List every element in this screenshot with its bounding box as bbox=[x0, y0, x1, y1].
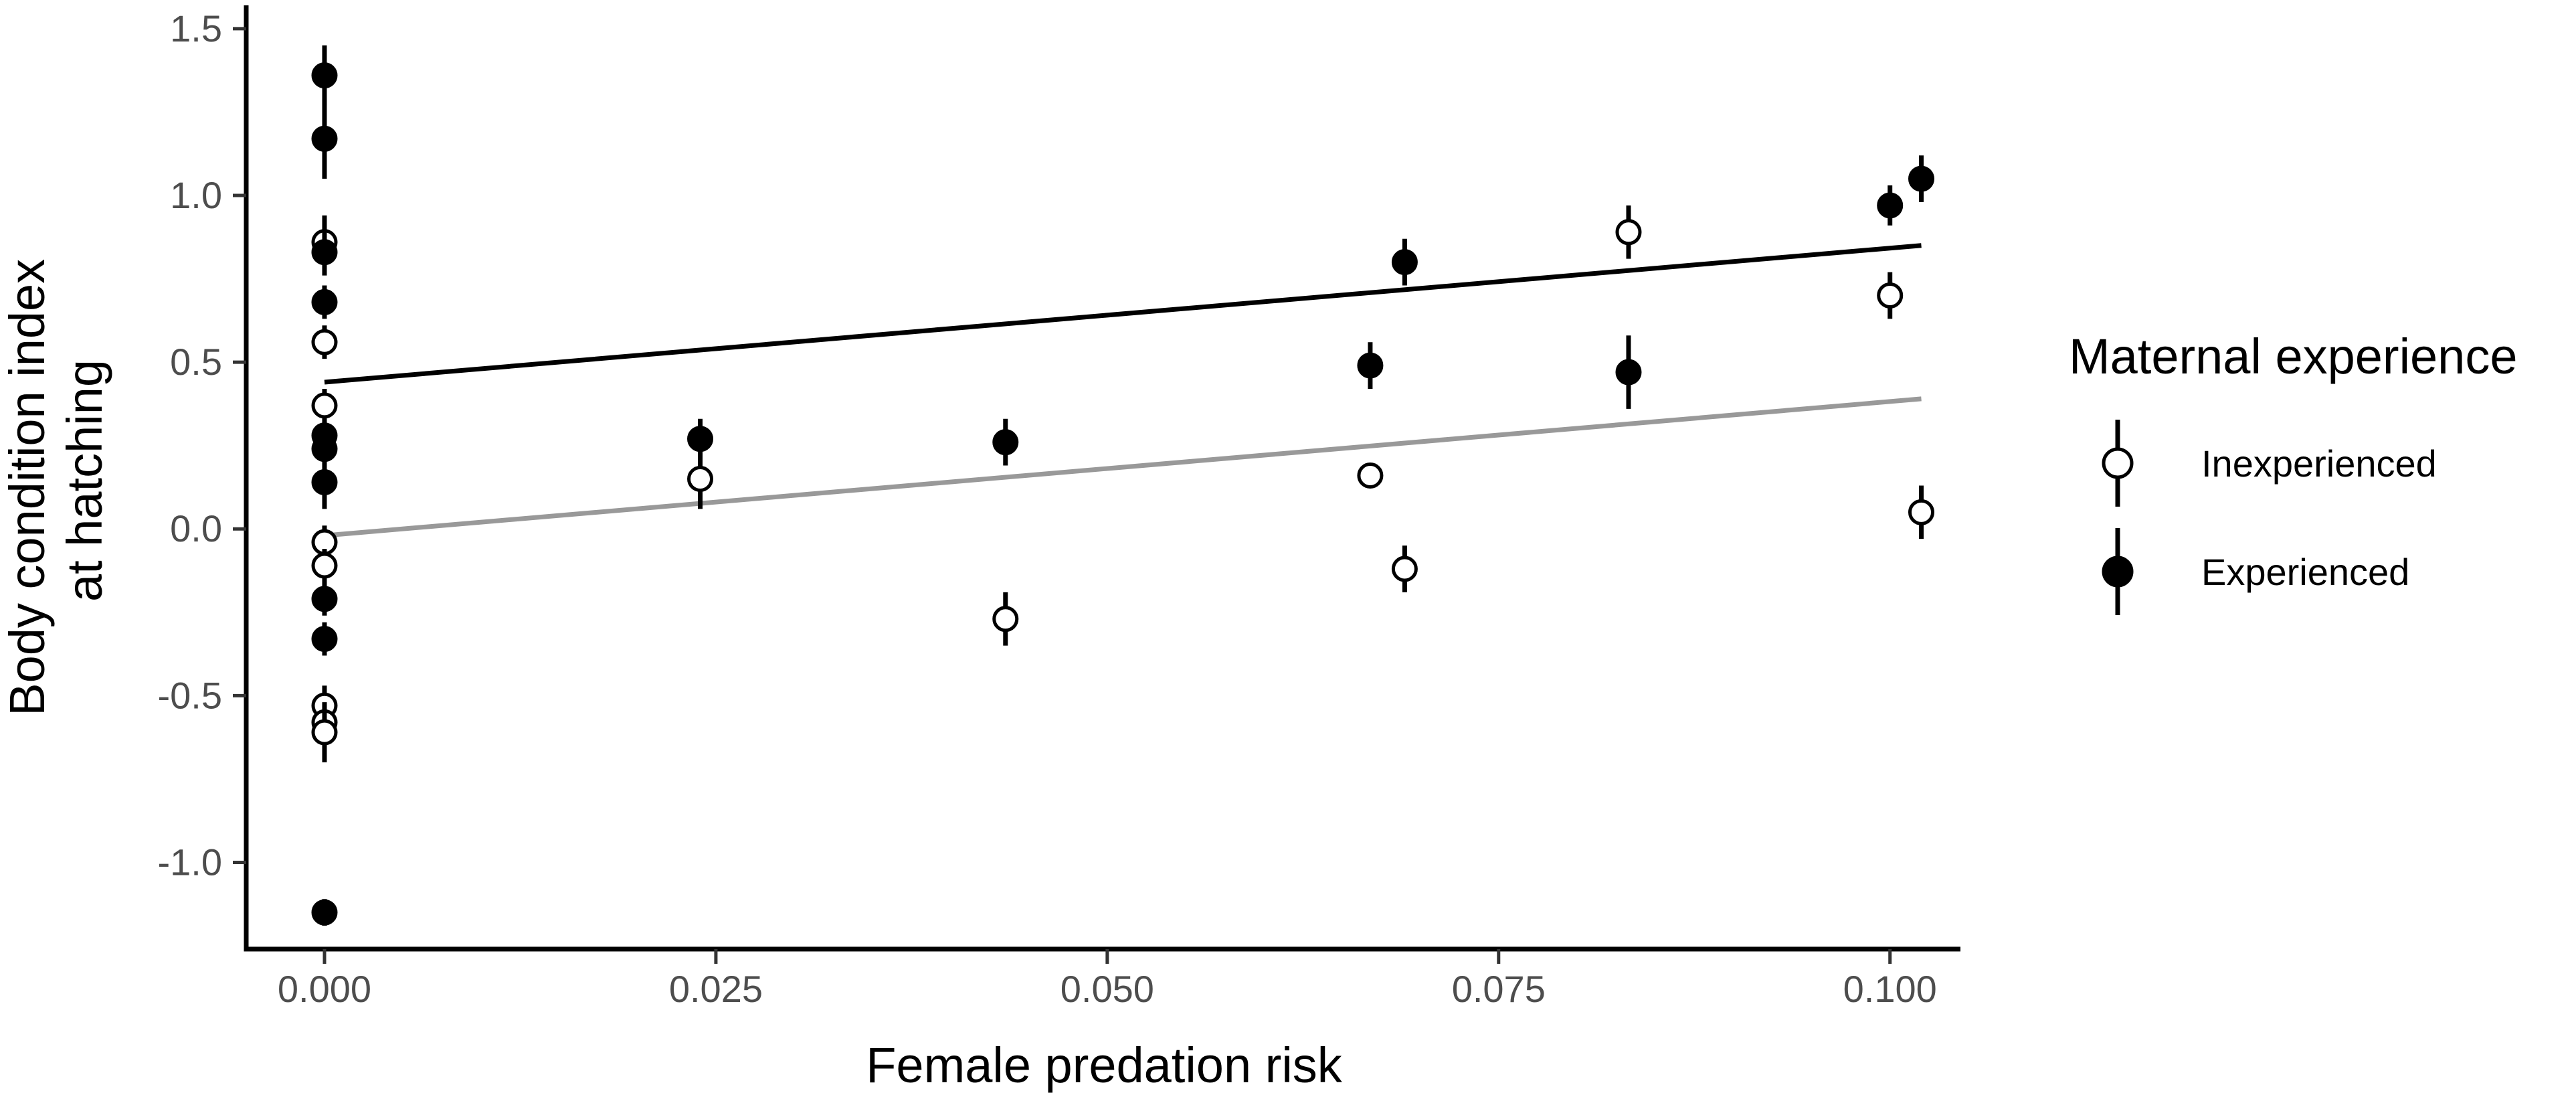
x-tick-label: 0.000 bbox=[278, 968, 371, 1010]
data-point bbox=[311, 288, 338, 315]
data-point bbox=[311, 586, 338, 612]
y-tick-label: -0.5 bbox=[158, 674, 223, 716]
data-point bbox=[311, 626, 338, 653]
trend-lines bbox=[324, 243, 1922, 538]
data-point bbox=[311, 62, 338, 89]
data-point bbox=[311, 392, 338, 419]
legend-label: Experienced bbox=[2201, 551, 2409, 593]
y-tick-label: 1.5 bbox=[170, 7, 222, 50]
data-point bbox=[1908, 165, 1935, 192]
data-point bbox=[992, 429, 1019, 456]
data-point bbox=[1391, 556, 1418, 582]
data-point bbox=[1357, 352, 1384, 379]
x-tick-label: 0.075 bbox=[1452, 968, 1546, 1010]
data-point bbox=[1391, 249, 1418, 276]
y-tick-label: 1.0 bbox=[170, 174, 222, 216]
y-axis-ticks: 1.5 1.0 0.5 0.0 -0.5 -1.0 bbox=[158, 7, 246, 883]
trend-line-inexperienced bbox=[324, 396, 1922, 538]
y-tick-label: 0.0 bbox=[170, 507, 222, 550]
x-axis-ticks: 0.000 0.025 0.050 0.075 0.100 bbox=[278, 949, 1937, 1010]
data-point bbox=[1877, 192, 1904, 219]
x-axis-title: Female predation risk bbox=[866, 1037, 1343, 1093]
y-axis-title: Body condition index at hatching bbox=[0, 245, 112, 715]
data-point bbox=[311, 552, 338, 579]
y-axis-title-line-1: Body condition index bbox=[0, 259, 55, 716]
y-tick-label: 0.5 bbox=[170, 341, 222, 383]
y-tick-label: -1.0 bbox=[158, 841, 223, 883]
data-point bbox=[311, 719, 338, 746]
data-point bbox=[992, 606, 1019, 632]
data-point bbox=[311, 329, 338, 355]
data-point bbox=[687, 465, 714, 492]
x-tick-label: 0.050 bbox=[1061, 968, 1154, 1010]
data-point bbox=[687, 426, 714, 452]
data-point bbox=[1615, 219, 1642, 246]
legend-item-experienced: Experienced bbox=[2102, 528, 2409, 615]
data-point bbox=[311, 469, 338, 495]
data-point bbox=[311, 239, 338, 266]
series-experienced bbox=[311, 45, 1935, 926]
data-point bbox=[1615, 359, 1642, 386]
legend-label: Inexperienced bbox=[2201, 442, 2437, 485]
legend-keys: Inexperienced Experienced bbox=[2102, 420, 2437, 615]
legend-key-symbol bbox=[2102, 447, 2134, 479]
legend: Maternal experience Inexperienced Experie… bbox=[2069, 329, 2517, 615]
legend-item-inexperienced: Inexperienced bbox=[2102, 420, 2437, 507]
data-points bbox=[311, 45, 1935, 926]
legend-title: Maternal experience bbox=[2069, 329, 2517, 384]
y-axis-title-line-2: at hatching bbox=[57, 359, 112, 602]
trend-line-experienced bbox=[324, 243, 1922, 385]
x-tick-label: 0.025 bbox=[669, 968, 763, 1010]
data-point bbox=[311, 899, 338, 926]
legend-key-symbol bbox=[2102, 556, 2134, 588]
x-tick-label: 0.100 bbox=[1843, 968, 1937, 1010]
data-point bbox=[311, 125, 338, 152]
data-point bbox=[1357, 462, 1384, 489]
data-point bbox=[1908, 499, 1935, 525]
data-point bbox=[1877, 282, 1904, 309]
